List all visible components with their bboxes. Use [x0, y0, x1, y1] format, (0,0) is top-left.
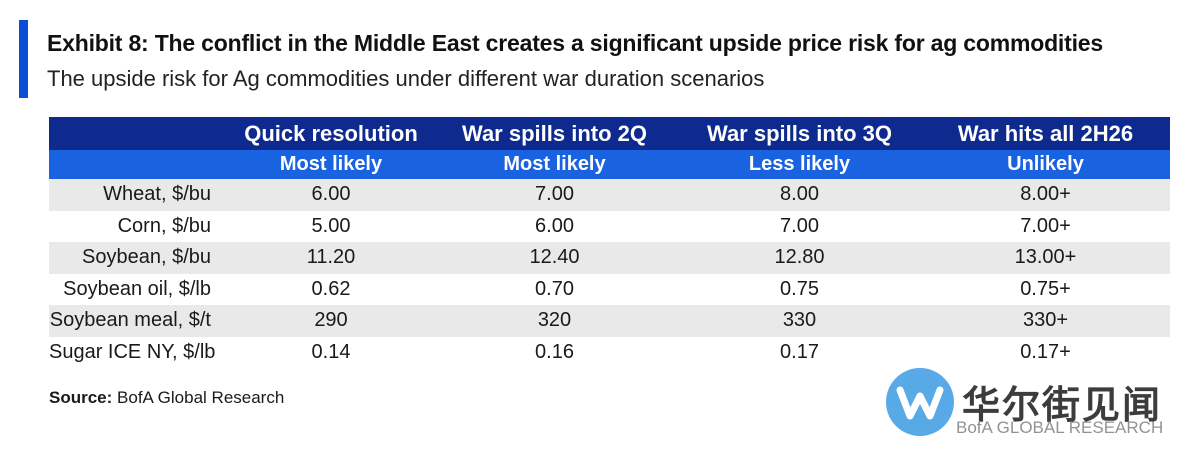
- accent-bar: [19, 20, 28, 98]
- column-header-likelihood: Less likely: [678, 150, 921, 179]
- column-header-scenario: War spills into 3Q: [678, 117, 921, 150]
- table-cell: 0.17+: [1020, 340, 1071, 363]
- column-header-likelihood: Most likely: [431, 150, 678, 179]
- table-row: Wheat, $/bu 6.00 7.00 8.00 8.00+: [49, 179, 1170, 211]
- table-cell: 0.62: [311, 277, 351, 300]
- table-cell: 13.00+: [921, 242, 1170, 274]
- table-cell: 0.16: [535, 340, 574, 363]
- source-text: BofA Global Research: [117, 388, 285, 407]
- table-cell: 12.40: [431, 242, 678, 274]
- row-label: Sugar ICE NY, $/lb: [49, 340, 216, 363]
- table-cell: 0.70: [535, 277, 574, 300]
- row-label: Soybean meal, $/t: [49, 305, 231, 337]
- row-label: Soybean oil, $/lb: [63, 277, 211, 300]
- table-cell: 330+: [921, 305, 1170, 337]
- source-label: Source:: [49, 388, 113, 407]
- table-cell: 7.00+: [1020, 214, 1071, 237]
- table-cell: 5.00: [311, 214, 351, 237]
- wallstreetcn-logo-icon: [886, 368, 954, 436]
- exhibit-subtitle: The upside risk for Ag commodities under…: [47, 66, 765, 91]
- table-cell: 7.00: [780, 214, 819, 237]
- header-blank: [49, 150, 231, 179]
- scenario-header-row: Quick resolution War spills into 2Q War …: [49, 117, 1170, 150]
- table-cell: 330: [678, 305, 921, 337]
- column-header-scenario: War spills into 2Q: [431, 117, 678, 150]
- table-cell: 290: [231, 305, 431, 337]
- likelihood-header-row: Most likely Most likely Less likely Unli…: [49, 150, 1170, 179]
- row-label: Wheat, $/bu: [49, 179, 231, 211]
- column-header-likelihood: Most likely: [231, 150, 431, 179]
- table-row: Soybean, $/bu 11.20 12.40 12.80 13.00+: [49, 242, 1170, 274]
- row-label: Corn, $/bu: [117, 214, 211, 237]
- watermark: 华尔街见闻 BofA GLOBAL RESEARCH: [886, 366, 1186, 442]
- column-header-scenario: War hits all 2H26: [921, 117, 1170, 150]
- source-note: Source: BofA Global Research: [49, 388, 284, 408]
- table-row: Soybean meal, $/t 290 320 330 330+: [49, 305, 1170, 337]
- table-cell: 8.00+: [921, 179, 1170, 211]
- watermark-en-text: BofA GLOBAL RESEARCH: [956, 418, 1164, 437]
- table-cell: 8.00: [678, 179, 921, 211]
- table-row: Sugar ICE NY, $/lb 0.14 0.16 0.17 0.17+: [49, 337, 1170, 369]
- table-row: Corn, $/bu 5.00 6.00 7.00 7.00+: [49, 211, 1170, 243]
- row-label: Soybean, $/bu: [49, 242, 231, 274]
- table-cell: 12.80: [678, 242, 921, 274]
- column-header-likelihood: Unlikely: [921, 150, 1170, 179]
- table-cell: 11.20: [231, 242, 431, 274]
- scenario-table: Quick resolution War spills into 2Q War …: [49, 117, 1170, 368]
- table-cell: 6.00: [535, 214, 574, 237]
- table-cell: 0.75+: [1020, 277, 1071, 300]
- header-blank: [49, 117, 231, 150]
- table-cell: 320: [431, 305, 678, 337]
- table-cell: 0.14: [311, 340, 351, 363]
- table-cell: 7.00: [431, 179, 678, 211]
- table-cell: 0.75: [780, 277, 819, 300]
- table-row: Soybean oil, $/lb 0.62 0.70 0.75 0.75+: [49, 274, 1170, 306]
- table-cell: 0.17: [780, 340, 819, 363]
- table-cell: 6.00: [231, 179, 431, 211]
- exhibit-title: Exhibit 8: The conflict in the Middle Ea…: [47, 30, 1103, 56]
- column-header-scenario: Quick resolution: [231, 117, 431, 150]
- watermark-cn-text: 华尔街见闻: [962, 383, 1163, 427]
